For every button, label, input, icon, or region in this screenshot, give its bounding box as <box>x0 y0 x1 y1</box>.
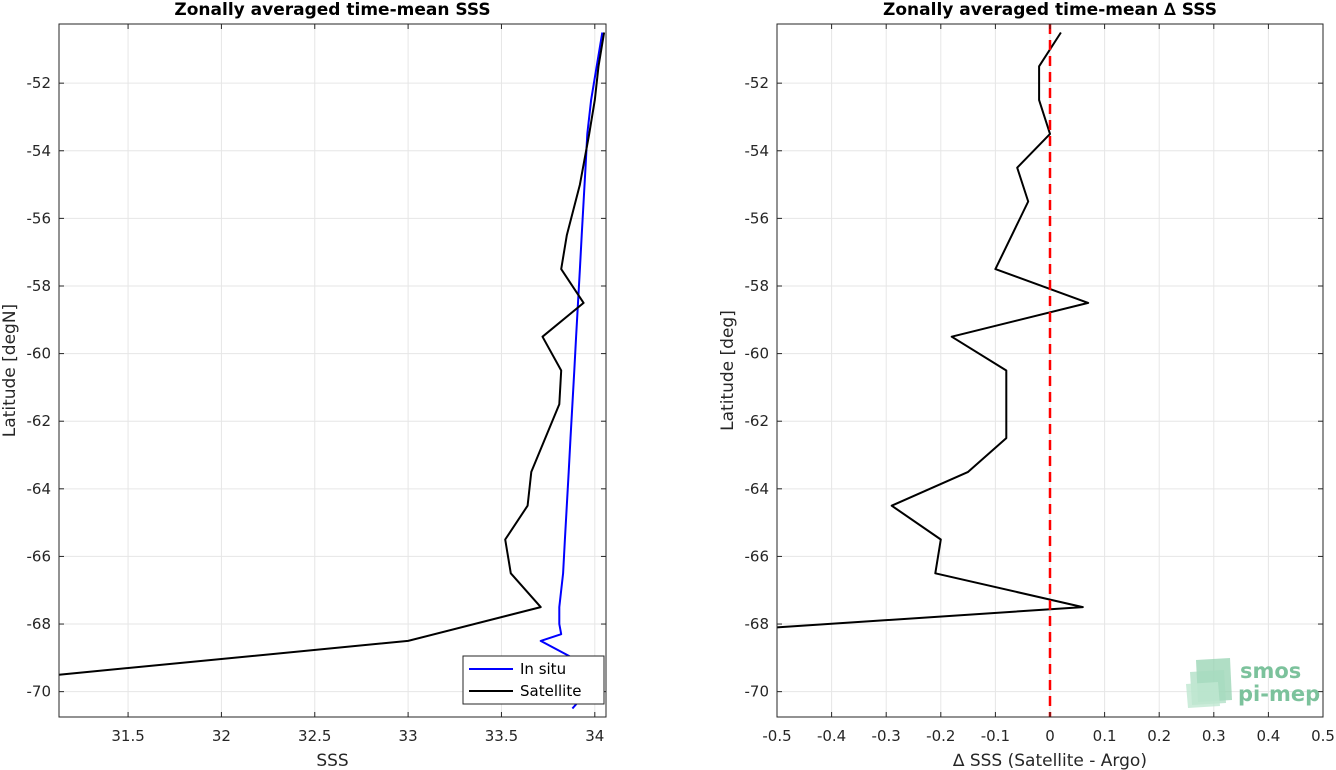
x-axis-label: ∆ SSS (Satellite - Argo) <box>952 751 1147 770</box>
tick-labels: 31.5 32 32.5 33 33.5 34 -52 -54 -56 -58 -60 -62 -64 -… <box>27 24 606 745</box>
logo-line-2: pi-mep <box>1238 682 1320 706</box>
y-tick-label: -52 <box>27 74 52 92</box>
y-tick-label: -56 <box>27 209 52 227</box>
y-tick-label: -54 <box>745 142 770 160</box>
plot-area <box>59 24 606 717</box>
x-tick-label: 31.5 <box>111 727 144 745</box>
legend: In situ Satellite <box>462 655 605 705</box>
x-tick-label: 0.5 <box>1311 727 1335 745</box>
series-line-0 <box>776 31 1090 629</box>
x-tick-label: 0.3 <box>1202 727 1226 745</box>
series-line-satellite <box>58 32 606 676</box>
x-tick-label: 32.5 <box>298 727 331 745</box>
x-tick-label: -0.1 <box>981 727 1010 745</box>
y-tick-label: -58 <box>27 277 52 295</box>
y-tick-label: -66 <box>745 547 770 565</box>
y-tick-label: -68 <box>745 615 770 633</box>
y-axis-label: Latitude [deg] <box>718 310 738 431</box>
legend-box <box>462 655 605 705</box>
x-tick-label: 0.4 <box>1256 727 1280 745</box>
y-tick-label: -52 <box>745 74 770 92</box>
y-tick-label: -66 <box>27 547 52 565</box>
x-tick-label: -0.2 <box>926 727 955 745</box>
y-tick-label: -56 <box>745 209 770 227</box>
x-tick-label: 33 <box>399 727 418 745</box>
y-tick-label: -70 <box>745 683 770 701</box>
logo-wave-icon <box>1186 658 1232 708</box>
x-tick-label: 0.2 <box>1147 727 1171 745</box>
y-tick-label: -58 <box>745 277 770 295</box>
x-tick-label: -0.3 <box>872 727 901 745</box>
x-tick-label: 0.1 <box>1093 727 1117 745</box>
legend-label-satellite: Satellite <box>520 682 581 700</box>
y-tick-label: -64 <box>27 480 52 498</box>
x-tick-label: 34 <box>585 727 604 745</box>
x-tick-label: 0 <box>1045 727 1055 745</box>
series-group <box>58 32 606 710</box>
y-tick-label: -62 <box>745 412 770 430</box>
series-group <box>776 31 1090 629</box>
smos-pi-mep-logo: smos pi-mep <box>1186 658 1320 708</box>
x-axis-label: SSS <box>316 751 348 770</box>
y-tick-label: -60 <box>745 345 770 363</box>
y-tick-label: -64 <box>745 480 770 498</box>
delta-sss-panel: -0.5 -0.4 -0.3 -0.2 -0.1 0 0.1 0.2 0.3 0.4 0.5 -52 -… <box>718 0 1335 770</box>
x-tick-label: -0.5 <box>762 727 791 745</box>
y-tick-label: -70 <box>27 683 52 701</box>
y-tick-label: -68 <box>27 615 52 633</box>
series-line-in-situ <box>539 32 604 710</box>
tick-labels: -0.5 -0.4 -0.3 -0.2 -0.1 0 0.1 0.2 0.3 0.4 0.5 -52 -… <box>745 24 1335 745</box>
x-tick-label: 32 <box>212 727 231 745</box>
sss-panel: 31.5 32 32.5 33 33.5 34 -52 -54 -56 -58 -60 -62 -64 -… <box>0 0 607 770</box>
y-tick-label: -62 <box>27 412 52 430</box>
x-tick-label: 33.5 <box>485 727 518 745</box>
y-axis-label: Latitude [degN] <box>0 304 20 437</box>
y-tick-label: -60 <box>27 345 52 363</box>
x-tick-label: -0.4 <box>817 727 846 745</box>
legend-label-in-situ: In situ <box>520 660 566 678</box>
logo-line-1: smos <box>1240 659 1301 683</box>
chart-title: Zonally averaged time-mean ∆ SSS <box>883 0 1217 20</box>
y-tick-label: -54 <box>27 142 52 160</box>
chart-title: Zonally averaged time-mean SSS <box>174 0 490 20</box>
grid <box>59 24 606 717</box>
plot-frame <box>58 23 607 718</box>
